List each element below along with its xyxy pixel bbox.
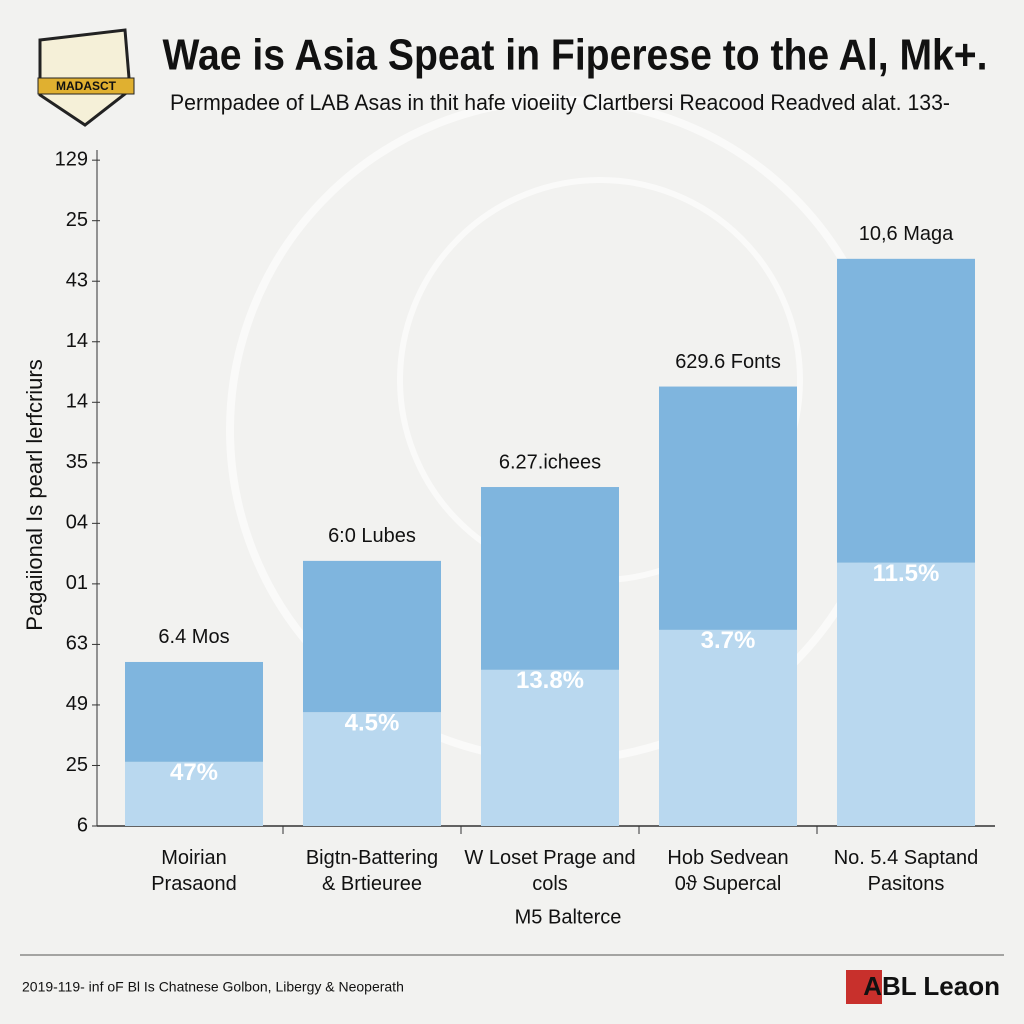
y-tick-label: 01 — [66, 572, 88, 594]
segment-label: 11.5% — [873, 560, 940, 587]
x-tick-label: Moirian Prasaond — [151, 847, 237, 895]
x-tick-label: Bigtn-Battering & Brtieuree — [305, 847, 439, 895]
bar-segment — [659, 386, 797, 630]
total-label: 6.4 Mos — [158, 626, 229, 648]
y-tick-label: 35 — [66, 451, 88, 473]
segment-label: 3.7% — [701, 627, 756, 654]
y-tick-label: 63 — [66, 633, 88, 655]
x-axis-label: M5 Balterce — [515, 906, 622, 928]
y-tick-label: 25 — [66, 209, 88, 231]
x-tick-label: No. 5.4 Saptand Pasitons — [833, 847, 979, 895]
bar-segment — [303, 560, 441, 713]
badge-text: MADASCT — [56, 79, 117, 93]
logo: ABL Leaon — [863, 971, 1000, 1001]
bar-segment — [303, 712, 441, 826]
bar-segment — [837, 258, 975, 563]
y-tick-label: 25 — [66, 754, 88, 776]
bar-segment — [481, 669, 619, 826]
footer: 2019-119- inf oF Bl Is Chatnese Golbon, … — [22, 979, 404, 995]
chart-title: Wae is Asia Speat in Fiperese to the Al,… — [163, 31, 988, 80]
bar-segment — [659, 629, 797, 826]
bar-segment — [481, 487, 619, 670]
segment-label: 47% — [170, 759, 218, 786]
y-tick-label: 04 — [66, 512, 88, 534]
x-tick-label: W Loset Prage and cols — [464, 847, 636, 895]
y-axis-label: Pagaiional Is pearl lerfcriurs — [22, 359, 47, 630]
y-tick-label: 43 — [66, 270, 88, 292]
segment-label: 4.5% — [345, 710, 400, 737]
y-tick-label: 14 — [66, 330, 88, 352]
segment-label: 13.8% — [516, 667, 584, 694]
badge-band — [37, 77, 135, 95]
total-label: 6:0 Lubes — [328, 525, 416, 547]
x-tick-label: Hob Sedvean 0ϑ Supercal — [667, 847, 789, 895]
bar-segment — [837, 562, 975, 826]
total-label: 629.6 Fonts — [675, 351, 781, 373]
total-label: 10,6 Maga — [859, 223, 954, 245]
logo-icon — [846, 970, 882, 1004]
chart-subtitle: Permpadee of LAB Asas in thit hafe vioei… — [170, 90, 950, 115]
y-tick-label: 129 — [55, 148, 88, 170]
y-tick-label: 49 — [66, 693, 88, 715]
bar-segment — [125, 761, 263, 826]
total-label: 6.27.ichees — [499, 451, 601, 473]
y-tick-label: 6 — [77, 814, 88, 836]
y-tick-label: 14 — [66, 391, 88, 413]
bar-segment — [125, 661, 263, 762]
